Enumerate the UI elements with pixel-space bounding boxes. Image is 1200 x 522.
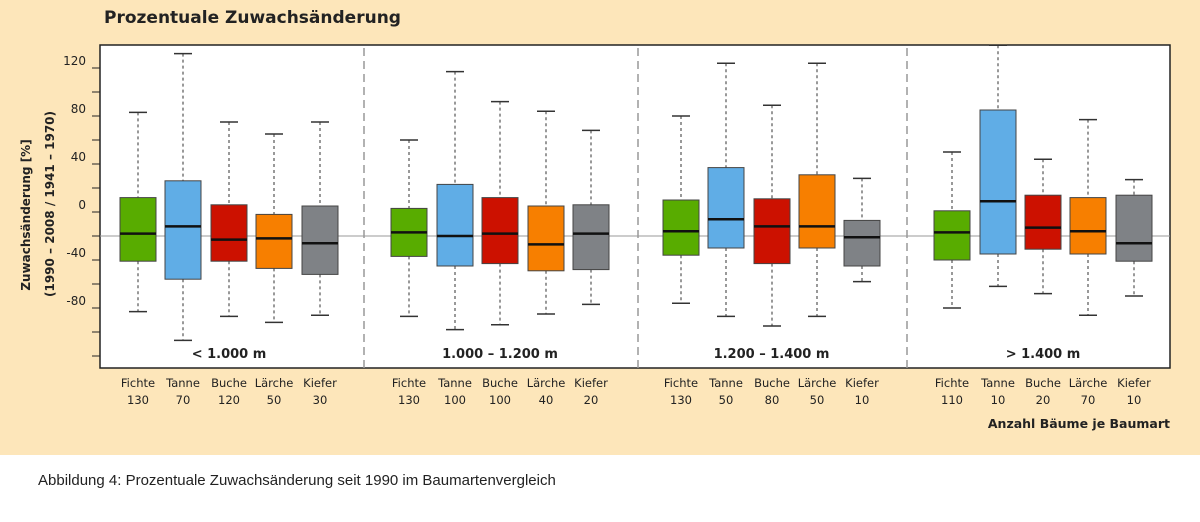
sample-count: 70	[176, 393, 191, 407]
y-tick-label: -40	[66, 246, 86, 260]
species-label: Buche	[754, 376, 790, 390]
species-label: Tanne	[708, 376, 743, 390]
species-label: Fichte	[392, 376, 426, 390]
sample-count: 50	[810, 393, 825, 407]
figure-caption: Abbildung 4: Prozentuale Zuwachsänderung…	[38, 472, 556, 489]
sample-count: 20	[584, 393, 599, 407]
box-lärche	[255, 213, 293, 269]
box-kiefer	[301, 205, 339, 275]
box-fichte	[119, 197, 157, 262]
sample-count: 100	[444, 393, 466, 407]
species-label: Buche	[482, 376, 518, 390]
group-label: 1.200 – 1.400 m	[714, 347, 830, 362]
box-buche	[753, 198, 791, 265]
box-buche	[481, 197, 519, 265]
sample-count: 10	[855, 393, 870, 407]
species-label: Tanne	[980, 376, 1015, 390]
chart-title: Prozentuale Zuwachsänderung	[104, 8, 401, 28]
box-kiefer	[1115, 194, 1153, 262]
group-label: 1.000 – 1.200 m	[442, 347, 558, 362]
species-label: Kiefer	[303, 376, 337, 390]
sample-count: 100	[489, 393, 511, 407]
y-tick-label: 40	[71, 150, 86, 164]
species-label: Lärche	[255, 376, 294, 390]
box-tanne	[164, 180, 202, 280]
sample-count: 20	[1036, 393, 1051, 407]
species-label: Fichte	[935, 376, 969, 390]
sample-count: 10	[991, 393, 1006, 407]
sample-count: 130	[670, 393, 692, 407]
species-label: Tanne	[165, 376, 200, 390]
species-label: Kiefer	[845, 376, 879, 390]
y-axis-label: Zuwachsänderung [%]	[19, 139, 33, 290]
sample-count: 50	[267, 393, 282, 407]
y-tick-label: 80	[71, 102, 86, 116]
y-tick-label: -80	[66, 294, 86, 308]
box-tanne	[979, 109, 1017, 255]
box-buche	[210, 204, 248, 262]
box-fichte	[933, 210, 971, 261]
species-label: Tanne	[437, 376, 472, 390]
species-label: Fichte	[664, 376, 698, 390]
species-label: Fichte	[121, 376, 155, 390]
box-tanne	[707, 167, 745, 249]
sample-count: 70	[1081, 393, 1096, 407]
sample-count: 40	[539, 393, 554, 407]
sample-count: 110	[941, 393, 963, 407]
box-lärche	[798, 174, 836, 249]
boxplot-chart: 120 80 40 0 -40 -80 Zuwachsänderung [%] (1990 –…	[19, 44, 1171, 431]
group-label: > 1.400 m	[1006, 347, 1081, 362]
box-kiefer	[572, 204, 610, 271]
sample-count: 10	[1127, 393, 1142, 407]
species-label: Lärche	[527, 376, 566, 390]
species-label: Kiefer	[574, 376, 608, 390]
sample-count: 30	[313, 393, 328, 407]
y-axis-label-sub: (1990 – 2008 / 1941 – 1970)	[43, 111, 57, 297]
x-axis-label: Anzahl Bäume je Baumart	[988, 416, 1170, 431]
y-tick-label: 0	[78, 198, 86, 212]
y-tick-label: 120	[63, 54, 86, 68]
box-buche	[1024, 194, 1062, 250]
sample-count: 130	[127, 393, 149, 407]
sample-count: 120	[218, 393, 240, 407]
box-kiefer	[843, 219, 881, 267]
species-label: Buche	[211, 376, 247, 390]
species-label: Kiefer	[1117, 376, 1151, 390]
box-fichte	[662, 199, 700, 256]
sample-count: 130	[398, 393, 420, 407]
sample-count: 50	[719, 393, 734, 407]
species-label: Lärche	[798, 376, 837, 390]
sample-count: 80	[765, 393, 780, 407]
box-lärche	[1069, 197, 1107, 255]
species-label: Buche	[1025, 376, 1061, 390]
box-tanne	[436, 183, 474, 267]
box-lärche	[527, 205, 565, 272]
group-label: < 1.000 m	[192, 347, 267, 362]
species-label: Lärche	[1069, 376, 1108, 390]
